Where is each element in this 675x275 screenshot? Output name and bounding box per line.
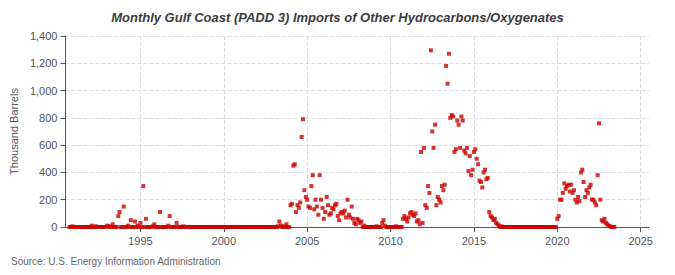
svg-text:2020: 2020 <box>545 235 569 247</box>
svg-text:2000: 2000 <box>212 235 236 247</box>
svg-text:800: 800 <box>39 112 57 124</box>
svg-text:600: 600 <box>39 139 57 151</box>
svg-text:400: 400 <box>39 166 57 178</box>
svg-text:Monthly Gulf Coast (PADD 3) Im: Monthly Gulf Coast (PADD 3) Imports of O… <box>111 10 564 25</box>
svg-text:2005: 2005 <box>295 235 319 247</box>
svg-text:Source: U.S. Energy Informatio: Source: U.S. Energy Information Administ… <box>11 256 221 267</box>
svg-text:200: 200 <box>39 194 57 206</box>
svg-text:Thousand Barrels: Thousand Barrels <box>8 88 20 175</box>
svg-text:1,000: 1,000 <box>30 85 58 97</box>
svg-text:2025: 2025 <box>628 235 652 247</box>
svg-text:1995: 1995 <box>128 235 152 247</box>
svg-text:2015: 2015 <box>462 235 486 247</box>
svg-text:1,400: 1,400 <box>30 30 58 42</box>
svg-text:2010: 2010 <box>378 235 402 247</box>
svg-text:0: 0 <box>51 221 57 233</box>
svg-text:1,200: 1,200 <box>30 57 58 69</box>
